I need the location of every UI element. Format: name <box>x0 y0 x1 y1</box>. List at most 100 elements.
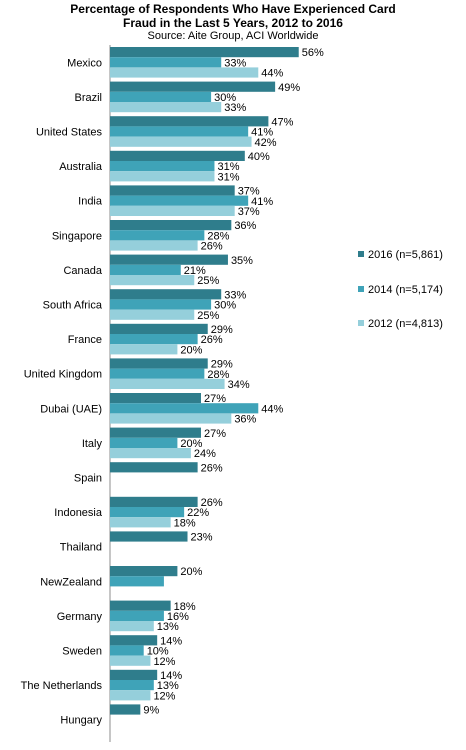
bar <box>110 462 198 473</box>
data-label: 28% <box>207 230 229 242</box>
chart-subtitle: Source: Aite Group, ACI Worldwide <box>147 30 319 42</box>
bar <box>110 635 158 646</box>
legend-swatch <box>358 320 364 326</box>
bar <box>110 413 232 424</box>
bar <box>110 517 171 528</box>
data-label: 21% <box>184 265 206 277</box>
title-block: Percentage of Respondents Who Have Exper… <box>0 2 466 43</box>
data-label: 23% <box>191 532 213 544</box>
data-label: 40% <box>248 151 270 163</box>
data-label: 14% <box>160 635 182 647</box>
bar <box>110 47 299 58</box>
bar <box>110 91 212 102</box>
bar <box>110 669 158 680</box>
category-label: Mexico <box>67 57 102 69</box>
data-label: 34% <box>228 379 250 391</box>
bar <box>110 600 171 611</box>
bar <box>110 185 235 196</box>
bar <box>110 289 222 300</box>
bar <box>110 645 144 656</box>
category-label: France <box>68 334 102 346</box>
bar <box>110 116 269 127</box>
data-label: 9% <box>143 705 159 717</box>
data-label: 18% <box>174 601 196 613</box>
category-label: NewZealand <box>40 576 102 588</box>
category-label: Italy <box>82 438 103 450</box>
data-label: 49% <box>278 82 300 94</box>
data-label: 26% <box>201 462 223 474</box>
legend-label: 2012 (n=4,813) <box>368 318 443 330</box>
bar <box>110 240 198 251</box>
bar <box>110 334 198 345</box>
data-label: 31% <box>217 171 239 183</box>
bar <box>110 136 252 147</box>
data-label: 20% <box>180 344 202 356</box>
bar <box>110 378 225 389</box>
bar <box>110 67 259 78</box>
bar <box>110 309 195 320</box>
data-label: 26% <box>201 334 223 346</box>
data-label: 13% <box>157 680 179 692</box>
bar <box>110 254 228 265</box>
data-label: 41% <box>251 196 273 208</box>
data-label: 44% <box>261 403 283 415</box>
data-label: 36% <box>234 414 256 426</box>
category-label: The Netherlands <box>21 680 103 692</box>
data-label: 42% <box>255 137 277 149</box>
data-label: 30% <box>214 300 236 312</box>
category-label: Australia <box>59 161 103 173</box>
data-label: 12% <box>153 656 175 668</box>
bar <box>110 358 208 369</box>
data-label: 25% <box>197 310 219 322</box>
category-label: Thailand <box>60 542 102 554</box>
category-label: Canada <box>63 265 102 277</box>
data-label: 56% <box>302 47 324 59</box>
data-label: 33% <box>224 289 246 301</box>
bar <box>110 264 181 275</box>
category-label: Dubai (UAE) <box>40 403 102 415</box>
data-label: 29% <box>211 324 233 336</box>
data-label: 20% <box>180 566 202 578</box>
category-label: Indonesia <box>54 507 103 519</box>
data-label: 20% <box>180 438 202 450</box>
bar <box>110 621 154 632</box>
data-label: 33% <box>224 102 246 114</box>
legend-swatch <box>358 251 364 257</box>
bar <box>110 171 215 182</box>
bar <box>110 403 259 414</box>
bar <box>110 704 141 715</box>
legend-label: 2016 (n=5,861) <box>368 249 443 261</box>
bar <box>110 102 222 113</box>
category-label: Sweden <box>62 646 102 658</box>
category-label: Spain <box>74 473 102 485</box>
legend-label: 2014 (n=5,174) <box>368 284 443 296</box>
bar <box>110 323 208 334</box>
bar <box>110 230 205 241</box>
data-label: 27% <box>204 393 226 405</box>
bar <box>110 195 249 206</box>
bar <box>110 344 178 355</box>
category-label: Brazil <box>74 92 102 104</box>
bar <box>110 57 222 68</box>
bar <box>110 150 245 161</box>
bar <box>110 531 188 542</box>
bar <box>110 655 151 666</box>
data-label: 14% <box>160 670 182 682</box>
category-label: United Kingdom <box>24 369 102 381</box>
data-label: 13% <box>157 621 179 633</box>
bar <box>110 566 178 577</box>
data-label: 37% <box>238 186 260 198</box>
legend-swatch <box>358 286 364 292</box>
data-label: 30% <box>214 92 236 104</box>
data-label: 26% <box>201 241 223 253</box>
data-label: 31% <box>217 161 239 173</box>
data-label: 12% <box>153 690 175 702</box>
data-label: 28% <box>207 369 229 381</box>
data-label: 37% <box>238 206 260 218</box>
bar <box>110 448 191 459</box>
data-label: 18% <box>174 517 196 529</box>
category-label: South Africa <box>43 300 103 312</box>
data-label: 44% <box>261 68 283 80</box>
bar <box>110 610 164 621</box>
